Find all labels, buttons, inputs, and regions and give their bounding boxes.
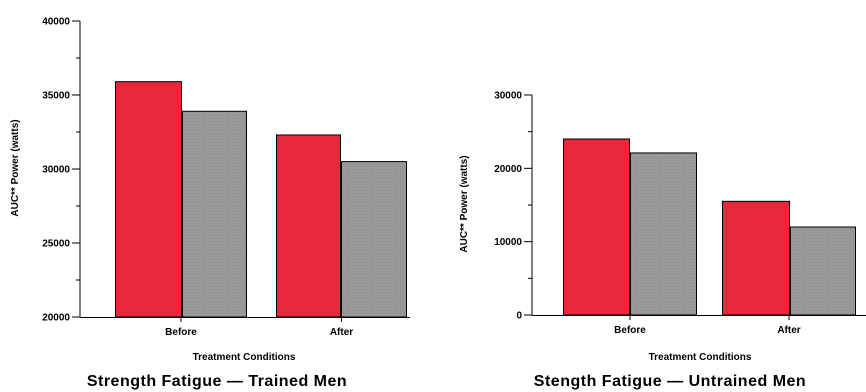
chart-1-plot: 20000 25000 30000 35000 40000 Before After (42, 17, 410, 338)
bar-before-red (563, 138, 630, 316)
chart-1-title: Strength Fatigue — Trained Men (87, 373, 347, 390)
bar-before-gray (630, 152, 697, 316)
bar-after-red (276, 134, 341, 318)
bar-before-red (115, 81, 182, 318)
bar-after-gray (341, 161, 407, 318)
chart-1-xlabel: Treatment Conditions (193, 352, 296, 363)
chart-trained-men: 20000 25000 30000 35000 40000 Before After AUC… (10, 17, 410, 390)
y-tick-label: 10000 (494, 237, 522, 248)
x-category-label: Before (165, 327, 197, 338)
y-tick-label: 20000 (42, 313, 70, 324)
chart-untrained-men: 0 10000 20000 30000 Before After AUC** Power … (459, 91, 866, 390)
y-tick-label: 40000 (42, 17, 70, 28)
y-tick-label: 20000 (494, 164, 522, 175)
bar-before-gray (182, 110, 247, 318)
y-tick-label: 35000 (42, 91, 70, 102)
chart-2-ylabel: AUC** Power (watts) (459, 155, 470, 252)
y-tick-label: 30000 (42, 165, 70, 176)
y-tick-label: 30000 (494, 91, 522, 102)
chart-2-title: Stength Fatigue — Untrained Men (534, 373, 806, 390)
y-tick-label: 0 (516, 311, 522, 322)
bar-after-gray (790, 226, 856, 316)
chart-2-xlabel: Treatment Conditions (649, 352, 752, 363)
chart-1-ylabel: AUC** Power (watts) (10, 119, 21, 216)
x-category-label: Before (614, 325, 646, 336)
bar-after-red (722, 200, 790, 316)
y-tick-label: 25000 (42, 239, 70, 250)
chart-2-plot: 0 10000 20000 30000 Before After (494, 91, 866, 336)
x-category-label: After (777, 325, 800, 336)
x-category-label: After (330, 327, 353, 338)
